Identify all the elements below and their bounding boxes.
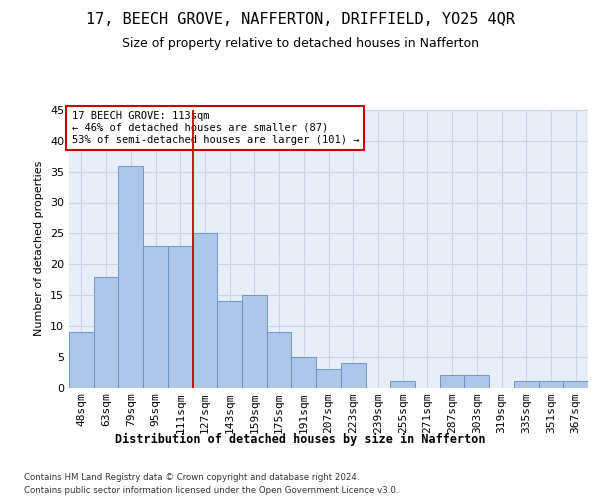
Bar <box>143 246 168 388</box>
Bar <box>539 382 563 388</box>
Bar <box>464 375 489 388</box>
Text: Contains HM Land Registry data © Crown copyright and database right 2024.: Contains HM Land Registry data © Crown c… <box>24 472 359 482</box>
Bar <box>217 301 242 388</box>
Bar <box>267 332 292 388</box>
Bar <box>390 382 415 388</box>
Bar <box>316 369 341 388</box>
Text: Distribution of detached houses by size in Nafferton: Distribution of detached houses by size … <box>115 432 485 446</box>
Text: 17, BEECH GROVE, NAFFERTON, DRIFFIELD, YO25 4QR: 17, BEECH GROVE, NAFFERTON, DRIFFIELD, Y… <box>86 12 514 28</box>
Text: Size of property relative to detached houses in Nafferton: Size of property relative to detached ho… <box>121 38 479 51</box>
Bar <box>292 356 316 388</box>
Bar <box>563 382 588 388</box>
Bar <box>94 276 118 388</box>
Bar <box>118 166 143 388</box>
Bar <box>242 295 267 388</box>
Bar <box>168 246 193 388</box>
Y-axis label: Number of detached properties: Number of detached properties <box>34 161 44 336</box>
Text: Contains public sector information licensed under the Open Government Licence v3: Contains public sector information licen… <box>24 486 398 495</box>
Bar <box>440 375 464 388</box>
Bar <box>514 382 539 388</box>
Bar <box>193 234 217 388</box>
Bar <box>69 332 94 388</box>
Text: 17 BEECH GROVE: 113sqm
← 46% of detached houses are smaller (87)
53% of semi-det: 17 BEECH GROVE: 113sqm ← 46% of detached… <box>71 112 359 144</box>
Bar <box>341 363 365 388</box>
